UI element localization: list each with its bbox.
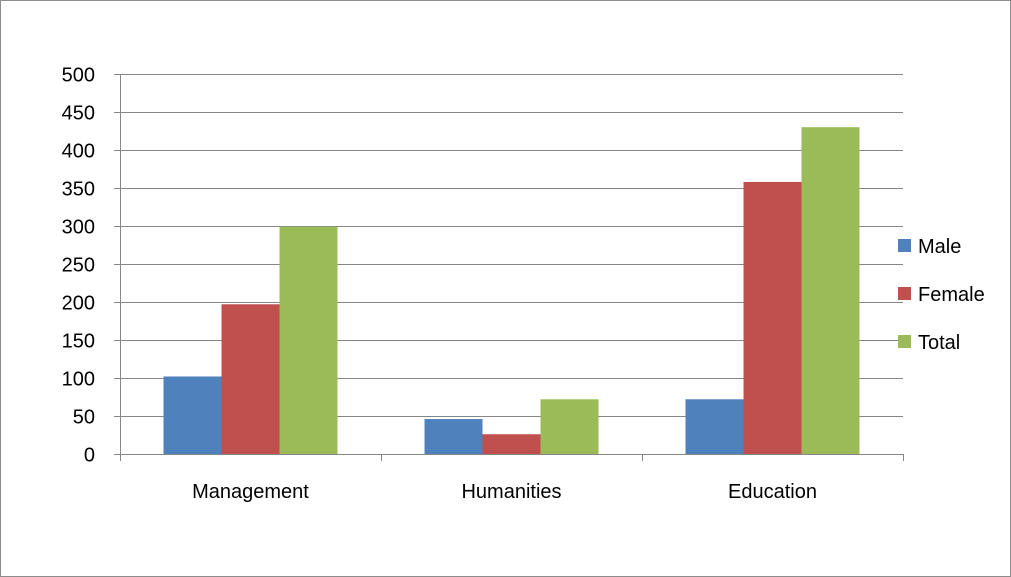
bar-female-management <box>221 304 280 454</box>
y-tick-label: 50 <box>73 407 95 429</box>
bar-female-education <box>743 181 802 455</box>
legend-swatch-male <box>898 239 911 252</box>
legend-label-total: Total <box>918 332 960 354</box>
bar-male-management <box>163 376 222 454</box>
x-tick-label: Education <box>728 481 817 503</box>
bars <box>163 127 860 455</box>
y-tick-label: 350 <box>62 179 95 201</box>
axes <box>114 74 904 461</box>
legend: Male Female Total <box>898 236 985 354</box>
bar-total-education <box>801 127 860 454</box>
x-tick-labels: Management Humanities Education <box>192 481 817 503</box>
y-tick-label: 500 <box>62 65 95 87</box>
bar-male-education <box>685 399 744 454</box>
bar-female-humanities <box>482 434 541 454</box>
y-tick-label: 300 <box>62 217 95 239</box>
y-tick-labels: 0 50 100 150 200 250 300 350 400 450 500 <box>62 65 95 467</box>
y-tick-label: 400 <box>62 141 95 163</box>
y-tick-label: 250 <box>62 255 95 277</box>
legend-swatch-total <box>898 335 911 348</box>
legend-label-male: Male <box>918 236 961 258</box>
y-tick-label: 200 <box>62 293 95 315</box>
x-tick-label: Humanities <box>461 481 561 503</box>
bar-male-humanities <box>424 419 483 454</box>
y-tick-label: 150 <box>62 331 95 353</box>
y-tick-label: 0 <box>84 445 95 467</box>
bar-total-management <box>279 226 338 454</box>
legend-label-female: Female <box>918 284 985 306</box>
y-tick-label: 100 <box>62 369 95 391</box>
x-tick-label: Management <box>192 481 309 503</box>
bar-total-humanities <box>540 399 599 454</box>
y-tick-label: 450 <box>62 103 95 125</box>
legend-swatch-female <box>898 287 911 300</box>
